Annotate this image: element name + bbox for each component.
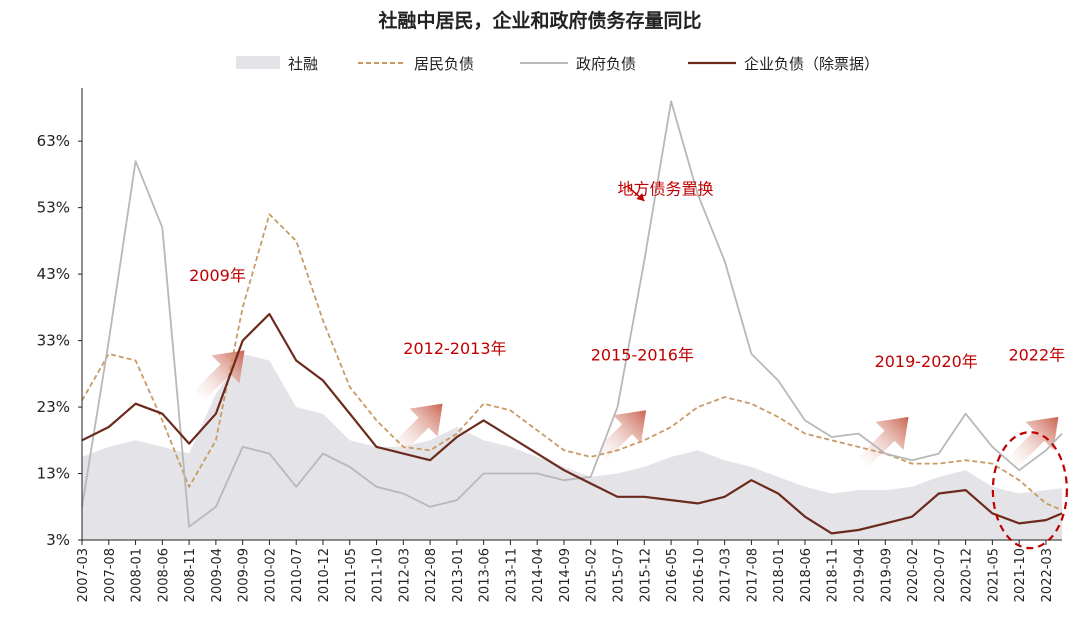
trend-arrow: [392, 403, 443, 454]
x-tick-label: 2015-12: [638, 548, 653, 602]
legend-label-shehui: 社融: [288, 55, 318, 73]
axis-layer: 3% 13% 23% 33% 43% 53% 63% 2007-03 2007-08 2008-0…: [37, 88, 1062, 602]
annotation-pointer-head: [636, 193, 645, 201]
line-layer: [81, 100, 1063, 535]
highlight-ellipse: [991, 431, 1068, 550]
annotation-label: 2015-2016年: [591, 346, 694, 365]
x-tick-label: 2022-03: [1040, 548, 1055, 602]
y-tick-label: 13%: [37, 465, 70, 483]
y-tick-label: 53%: [37, 199, 70, 217]
x-tick-label: 2015-07: [612, 548, 627, 602]
chart-title: 社融中居民，企业和政府债务存量同比: [377, 9, 701, 32]
arrow-layer: [194, 350, 1059, 467]
x-tick-label: 2021-10: [1013, 548, 1028, 602]
legend: 社融 居民负债 政府负债 企业负债（除票据）: [236, 55, 879, 73]
y-tick-label: 43%: [37, 265, 70, 283]
series-line-corporate: [81, 312, 1063, 535]
x-tick-label: 2010-07: [290, 548, 305, 602]
x-tick-label: 2017-03: [719, 548, 734, 602]
y-tick-label: 33%: [37, 332, 70, 350]
x-tick-label: 2013-11: [504, 548, 519, 602]
annotation-label: 2019-2020年: [875, 352, 978, 371]
x-tick-label: 2021-05: [986, 548, 1001, 602]
x-tick-label: 2010-12: [317, 548, 332, 602]
annotation-label: 地方债务置换: [618, 179, 714, 198]
x-tick-label: 2015-02: [585, 548, 600, 602]
x-tick-label: 2012-08: [424, 548, 439, 602]
x-tick-label: 2008-11: [183, 548, 198, 602]
x-tick-label: 2020-07: [933, 548, 948, 602]
trend-arrow: [194, 350, 245, 401]
x-tick-label: 2009-04: [210, 548, 225, 602]
legend-label-government: 政府负债: [576, 55, 636, 73]
series-line-government: [81, 100, 1063, 528]
x-tick-label: 2008-01: [130, 548, 145, 602]
x-tick-label: 2013-01: [451, 548, 466, 602]
area-layer: [82, 353, 1062, 540]
annotation-label: 2012-2013年: [403, 339, 506, 358]
x-tick-label: 2020-12: [960, 548, 975, 602]
x-tick-label: 2014-04: [531, 548, 546, 602]
y-tick-label: 63%: [37, 132, 70, 150]
x-tick-label: 2009-09: [237, 548, 252, 602]
x-tick-label: 2011-10: [371, 548, 386, 602]
trend-arrow: [596, 410, 647, 461]
series-area-shehui: [82, 353, 1062, 540]
legend-label-corporate: 企业负债（除票据）: [744, 55, 879, 73]
x-tick-label: 2013-06: [478, 548, 493, 602]
legend-label-household: 居民负债: [414, 55, 474, 73]
trend-arrow: [1008, 416, 1059, 467]
x-tick-label: 2012-03: [397, 548, 412, 602]
x-tick-label: 2018-06: [799, 548, 814, 602]
annotation-label: 2022年: [1008, 346, 1065, 365]
x-tick-label: 2017-08: [745, 548, 760, 602]
x-tick-label: 2014-09: [558, 548, 573, 602]
y-tick-label: 23%: [37, 398, 70, 416]
x-tick-label: 2019-04: [853, 548, 868, 602]
x-tick-label: 2018-01: [772, 548, 787, 602]
legend-swatch-area: [236, 56, 280, 69]
x-tick-label: 2010-02: [263, 548, 278, 602]
x-tick-label: 2020-02: [906, 548, 921, 602]
x-tick-label: 2008-06: [156, 548, 171, 602]
annotation-label: 2009年: [189, 266, 246, 285]
x-tick-label: 2019-09: [879, 548, 894, 602]
trend-arrow: [858, 416, 909, 467]
x-tick-label: 2018-11: [826, 548, 841, 602]
y-tick-label: 3%: [46, 531, 70, 549]
series-line-household: [81, 213, 1063, 511]
x-tick-label: 2016-05: [665, 548, 680, 602]
annotation-layer: 2009年 地方债务置换 2012-2013年 2015-2016年 2019-2020…: [189, 179, 1068, 550]
x-tick-label: 2007-03: [76, 548, 91, 602]
x-tick-label: 2011-05: [344, 548, 359, 602]
x-tick-label: 2016-10: [692, 548, 707, 602]
x-tick-label: 2007-08: [103, 548, 118, 602]
